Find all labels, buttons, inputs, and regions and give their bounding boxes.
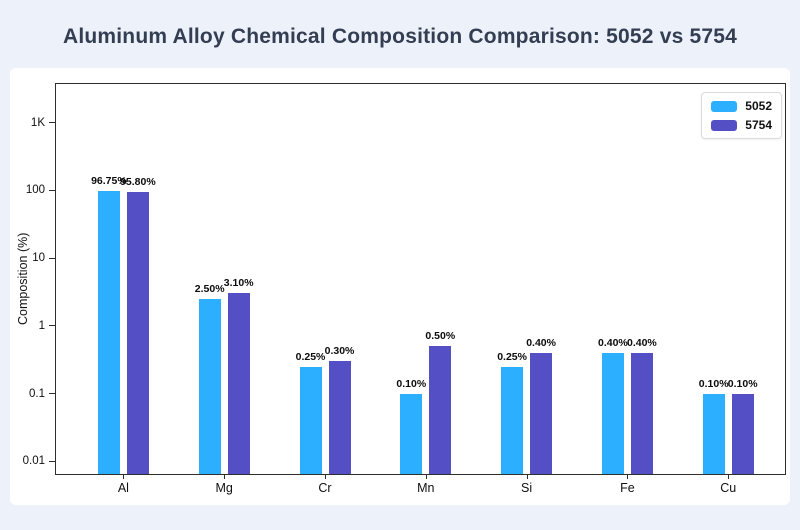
chart-panel: Composition (%) 5052 5754 1K 100 10 1 0.1 0.01… — [10, 68, 790, 505]
x-axis-tick — [224, 474, 226, 479]
bar-value-label: 0.30% — [324, 345, 355, 358]
bar-5052-Fe — [601, 352, 624, 474]
bar-5754-Al — [126, 191, 149, 474]
x-axis-category-label: Si — [521, 481, 533, 495]
x-axis-category-label: Cu — [720, 481, 737, 495]
legend-swatch-icon — [711, 100, 738, 112]
bar-value-label: 95.80% — [120, 175, 156, 188]
legend-label: 5754 — [745, 118, 772, 132]
bar-5052-Mg — [198, 298, 221, 474]
y-axis-tick-label: 1 — [38, 319, 45, 332]
bar-value-label: 0.40% — [526, 336, 556, 349]
y-axis-title: Composition (%) — [16, 232, 30, 326]
bar-value-label: 0.10% — [396, 377, 427, 390]
bar-5754-Cu — [731, 393, 754, 474]
y-axis-tick — [49, 325, 55, 327]
bar-5052-Cu — [702, 393, 725, 474]
bar-5754-Mn — [429, 346, 452, 474]
x-axis-category-label: Mn — [417, 481, 435, 495]
legend-item-5052[interactable]: 5052 — [711, 99, 772, 113]
y-axis-tick-label: 0.01 — [22, 455, 45, 468]
legend: 5052 5754 — [701, 92, 782, 139]
bar-5754-Fe — [630, 352, 653, 474]
bar-5754-Si — [530, 352, 553, 474]
bar-value-label: 0.50% — [425, 330, 456, 343]
bar-5052-Mn — [400, 393, 423, 474]
bar-value-label: 2.50% — [194, 282, 225, 295]
bar-5052-Al — [97, 191, 120, 474]
y-axis-tick-label: 100 — [25, 184, 45, 197]
bar-value-label: 0.10% — [698, 377, 729, 390]
bar-5052-Si — [501, 366, 524, 474]
bar-5754-Mg — [227, 292, 250, 474]
x-axis-tick — [425, 474, 427, 479]
y-axis-tick — [49, 393, 55, 395]
bar-value-label: 0.25% — [497, 350, 527, 363]
y-axis-tick — [49, 257, 55, 259]
chart-title: Aluminum Alloy Chemical Composition Comp… — [62, 25, 738, 48]
y-axis-tick — [49, 460, 55, 462]
x-axis-tick — [526, 474, 528, 479]
x-axis-category-label: Cr — [318, 481, 332, 495]
y-axis-tick — [49, 189, 55, 191]
x-axis-category-label: Fe — [620, 481, 635, 495]
bar-5052-Cr — [299, 366, 322, 474]
bar-value-label: 3.10% — [223, 276, 254, 289]
legend-swatch-icon — [711, 119, 738, 131]
bar-value-label: 0.25% — [295, 350, 326, 363]
legend-label: 5052 — [745, 99, 772, 113]
plot-area: 5052 5754 1K 100 10 1 0.1 0.01 Al 96.75% 95.80% Mg… — [23, 83, 786, 495]
x-axis-category-label: Al — [117, 481, 129, 495]
y-axis-tick-label: 1K — [30, 116, 45, 129]
bar-value-label: 0.40% — [598, 336, 628, 349]
bar-value-label: 0.40% — [627, 336, 657, 349]
bar-value-label: 0.10% — [727, 377, 758, 390]
y-axis-tick-label: 10 — [32, 252, 45, 265]
y-axis-tick — [49, 122, 55, 123]
x-axis-category-label: Mg — [215, 481, 233, 495]
y-axis-tick-label: 0.1 — [29, 387, 45, 400]
x-axis-tick — [728, 474, 730, 479]
legend-item-5754[interactable]: 5754 — [711, 118, 772, 132]
x-axis-tick — [325, 474, 326, 479]
bar-5754-Cr — [328, 361, 351, 474]
x-axis-tick — [123, 474, 125, 479]
x-axis-tick — [627, 474, 629, 479]
bar-value-label: 96.75% — [91, 175, 127, 188]
